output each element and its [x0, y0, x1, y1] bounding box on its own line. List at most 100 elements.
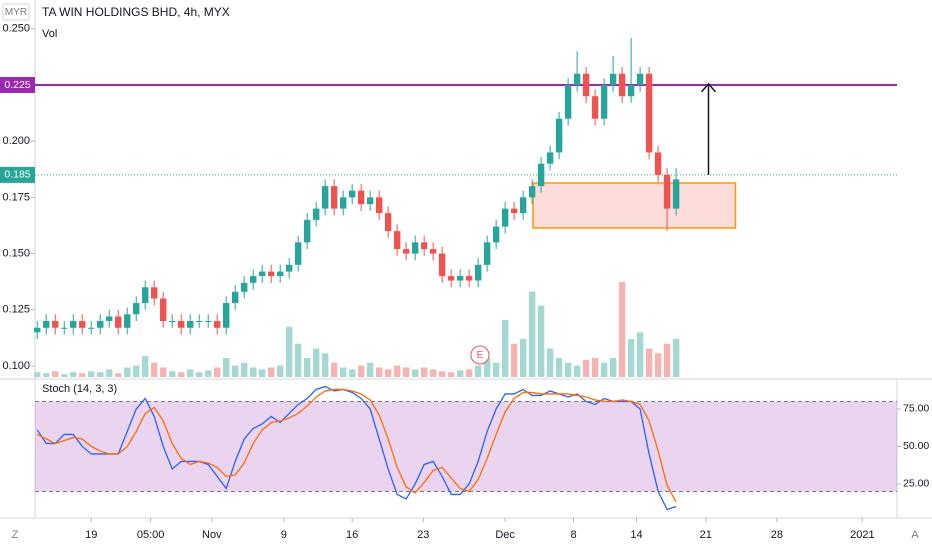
y-tick-label: 75.00: [903, 403, 929, 415]
candle-body: [142, 287, 149, 304]
volume-bar: [205, 370, 212, 377]
candle-body: [357, 190, 365, 205]
volume-bar: [34, 372, 41, 377]
price-label: 0.185: [4, 169, 30, 181]
volume-bar: [672, 339, 680, 377]
candle-body: [249, 276, 257, 283]
candle-body: [151, 287, 158, 299]
candle-body: [573, 73, 581, 85]
x-tick-label: 05:00: [137, 529, 165, 541]
stoch-line: [36, 385, 677, 511]
candle-body: [456, 276, 464, 281]
volume-bar: [294, 343, 302, 377]
volume-bar: [600, 362, 608, 377]
y-tick-label: 0.200: [2, 135, 30, 147]
volume-bar: [124, 367, 131, 377]
candle-body: [654, 152, 662, 175]
x-tick-label: 28: [771, 529, 783, 541]
volume-bar: [330, 362, 338, 377]
volume-bar: [393, 365, 401, 377]
volume-bar: [115, 373, 122, 377]
x-tick-label: 21: [700, 529, 712, 541]
candle-body: [519, 197, 527, 214]
volume-bar: [133, 365, 140, 377]
earnings-label: E: [477, 350, 484, 361]
volume-bar: [420, 367, 428, 377]
candle-body: [330, 186, 338, 209]
candle-body: [627, 84, 635, 97]
candle-body: [294, 242, 302, 265]
volume-bar: [447, 372, 455, 377]
x-tick-label: 8: [570, 529, 576, 541]
volume-bar: [348, 369, 356, 377]
volume-bar: [232, 365, 239, 377]
volume-bar: [636, 332, 644, 377]
candle-body: [115, 316, 122, 328]
candle-body: [79, 321, 86, 328]
volume-bar: [267, 367, 275, 377]
volume-bar: [196, 372, 203, 377]
volume-bar: [483, 358, 491, 377]
volume-bar: [546, 348, 554, 377]
y-tick-label: 0.175: [2, 191, 30, 203]
volume-bar: [303, 358, 311, 377]
volume-bar: [555, 358, 563, 377]
volume-bar: [79, 373, 86, 377]
y-tick-label: 0.150: [2, 247, 30, 259]
candle-body: [663, 174, 671, 209]
volume-bar: [645, 348, 653, 377]
volume-bar: [97, 372, 104, 377]
candle-body: [312, 208, 320, 220]
candle-body: [52, 321, 59, 328]
stoch-line: [36, 388, 677, 503]
volume-bar: [411, 369, 419, 377]
price-label-box: [0, 76, 35, 93]
x-tick-label: 14: [630, 529, 642, 541]
candle-body: [34, 327, 41, 333]
volume-bar: [357, 365, 365, 377]
candle-body: [447, 276, 455, 281]
candle-body: [609, 73, 617, 85]
candle-body: [528, 186, 536, 198]
candle-body: [187, 321, 194, 328]
volume-label: Vol: [42, 28, 57, 40]
y-tick-label: 0.125: [2, 304, 30, 316]
volume-bar: [474, 365, 482, 377]
candle-body: [591, 96, 599, 119]
volume-bar: [402, 367, 410, 377]
candle-body: [285, 264, 293, 272]
volume-bar: [70, 372, 77, 377]
currency-box: [2, 3, 30, 21]
candle-body: [70, 321, 77, 328]
plot-layer: 0.100 0.125 0.150 0.175 0.200 0.250 19 05:00 Nov…: [0, 23, 929, 541]
volume-bar: [384, 369, 392, 377]
volume-bar: [223, 358, 230, 377]
x-tick-label: Dec: [495, 529, 515, 541]
volume-bar: [465, 369, 473, 377]
x-tick-label: 23: [417, 529, 429, 541]
candle-body: [672, 179, 680, 209]
candle-body: [393, 231, 401, 250]
volume-bar: [312, 348, 320, 377]
candle-body: [411, 242, 419, 254]
price-label: 0.225: [4, 79, 30, 91]
candle-body: [384, 213, 392, 232]
volume-bar: [492, 362, 500, 377]
candle-body: [241, 282, 248, 292]
candle-body: [223, 303, 230, 328]
candle-body: [214, 321, 221, 328]
candle-body: [339, 197, 347, 209]
candle-body: [133, 303, 140, 315]
y-tick-label: 50.00: [903, 440, 929, 452]
zone-box: [532, 182, 737, 229]
candle-body: [321, 186, 329, 209]
volume-bar: [375, 367, 383, 377]
candle-body: [564, 84, 572, 119]
earnings-marker: [470, 345, 490, 365]
candle-body: [645, 73, 653, 153]
candle-body: [160, 298, 167, 322]
volume-bar: [501, 320, 509, 377]
volume-bar: [169, 371, 176, 377]
candle-body: [600, 84, 608, 119]
candle-body: [205, 321, 212, 323]
